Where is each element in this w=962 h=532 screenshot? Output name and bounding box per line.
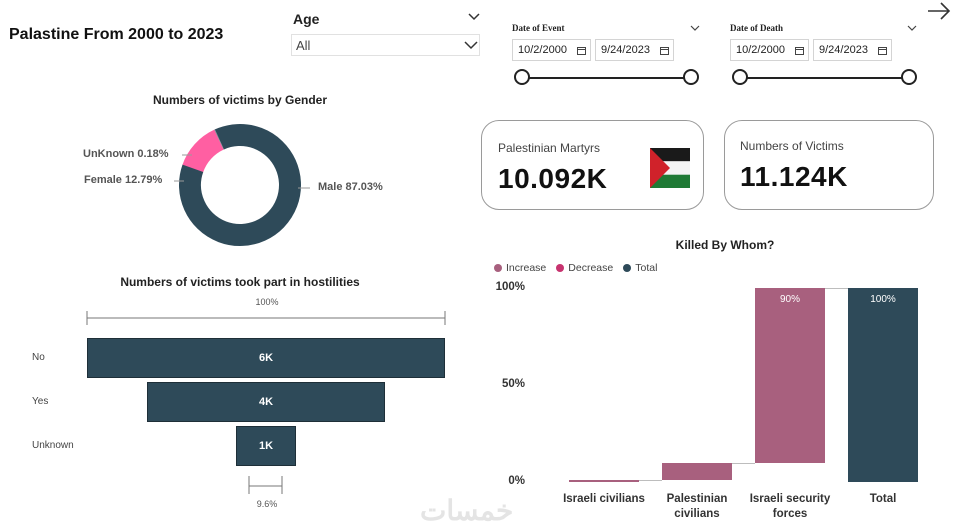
waterfall-value-label: 90% [779, 294, 800, 305]
gender-chart-title: Numbers of victims by Gender [152, 93, 328, 107]
death-start-date-input[interactable]: 10/2/2000 [730, 39, 809, 61]
funnel-bar-yes[interactable]: 4K [146, 382, 386, 422]
chevron-down-icon[interactable] [690, 24, 700, 32]
palestine-flag-icon [650, 148, 690, 188]
funnel-category-label: Unknown [32, 440, 74, 451]
victims-kpi-label: Numbers of Victims [740, 139, 844, 153]
age-slicer-label: Age [293, 11, 320, 27]
legend-decrease[interactable]: Decrease [556, 262, 613, 274]
waterfall-bar-3[interactable] [755, 288, 825, 463]
death-date-slider-track[interactable] [740, 77, 909, 79]
waterfall-bar-2[interactable] [662, 462, 732, 481]
victims-kpi-value: 11.124K [740, 161, 848, 192]
funnel-value-label: 6K [258, 352, 274, 364]
donut-label-female: Female 12.79% [84, 174, 163, 186]
chevron-down-icon[interactable] [907, 24, 917, 32]
date-of-death-label: Date of Death [730, 23, 783, 33]
funnel-value-label: 1K [258, 440, 274, 452]
dropdown-chevron-icon[interactable] [463, 39, 479, 51]
waterfall-bar-1[interactable] [569, 480, 639, 483]
waterfall-bar-4[interactable] [848, 288, 918, 482]
funnel-category-label: No [32, 352, 45, 363]
funnel-top-percent: 100% [255, 297, 279, 307]
waterfall-value-label: 100% [870, 294, 896, 305]
y-tick-label: 50% [501, 378, 525, 390]
death-end-date-input[interactable]: 9/24/2023 [813, 39, 892, 61]
waterfall-connector [639, 480, 662, 482]
calendar-icon[interactable] [795, 46, 804, 55]
chevron-down-icon[interactable] [467, 11, 481, 23]
y-tick-label: 100% [495, 281, 525, 293]
death-date-slider-start-handle[interactable] [732, 69, 748, 85]
watermark-logo: خمسات [420, 495, 514, 526]
hostilities-chart-title: Numbers of victims took part in hostilit… [120, 275, 360, 289]
event-date-slider-end-handle[interactable] [683, 69, 699, 85]
death-start-date-value: 10/2/2000 [736, 44, 785, 56]
donut-slice-male[interactable] [174, 119, 306, 251]
x-tick-label: Israeli security forces [749, 493, 831, 520]
event-end-date-value: 9/24/2023 [601, 44, 650, 56]
killed-by-chart-title: Killed By Whom? [675, 238, 775, 252]
martyrs-kpi-value: 10.092K [498, 163, 608, 194]
y-tick-label: 0% [508, 475, 525, 487]
funnel-bottom-bracket [248, 476, 283, 494]
arrow-right-icon[interactable] [927, 2, 951, 20]
report-title: Palastine From 2000 to 2023 [9, 26, 224, 43]
increase-dot-icon [494, 264, 502, 272]
death-end-date-value: 9/24/2023 [819, 44, 868, 56]
decrease-dot-icon [556, 264, 565, 272]
calendar-icon[interactable] [878, 46, 887, 55]
victims-kpi-card [724, 120, 934, 210]
legend-increase[interactable]: Increase [494, 262, 546, 274]
waterfall-legend: Increase Decrease Total [494, 262, 657, 274]
calendar-icon[interactable] [660, 46, 669, 55]
event-start-date-input[interactable]: 10/2/2000 [512, 39, 591, 61]
event-date-slider-track[interactable] [522, 77, 691, 79]
funnel-bottom-percent: 9.6% [256, 499, 278, 509]
funnel-bar-no[interactable]: 6K [87, 338, 445, 378]
funnel-category-label: Yes [32, 396, 49, 407]
age-dropdown[interactable] [291, 34, 480, 56]
waterfall-connector [825, 288, 848, 289]
funnel-value-label: 4K [258, 396, 274, 408]
event-end-date-input[interactable]: 9/24/2023 [595, 39, 674, 61]
event-date-slider-start-handle[interactable] [514, 69, 530, 85]
death-date-slider-end-handle[interactable] [901, 69, 917, 85]
calendar-icon[interactable] [577, 46, 586, 55]
donut-label-male: Male 87.03% [318, 181, 383, 193]
funnel-bar-unknown[interactable]: 1K [236, 426, 296, 466]
x-tick-label: Palestinian civilians [666, 493, 728, 520]
total-dot-icon [623, 264, 632, 272]
legend-total[interactable]: Total [623, 262, 657, 274]
donut-slice-unknown[interactable] [174, 119, 307, 252]
martyrs-kpi-label: Palestinian Martyrs [498, 141, 601, 155]
funnel-top-bracket [86, 311, 446, 325]
waterfall-connector [732, 462, 755, 464]
donut-label-unknown: UnKnown 0.18% [83, 148, 169, 160]
age-dropdown-value[interactable]: All [296, 38, 311, 53]
date-of-event-label: Date of Event [512, 23, 565, 33]
gender-donut-chart [174, 119, 310, 252]
x-tick-label: Total [869, 493, 897, 505]
event-start-date-value: 10/2/2000 [518, 44, 567, 56]
x-tick-label: Israeli civilians [563, 493, 645, 505]
